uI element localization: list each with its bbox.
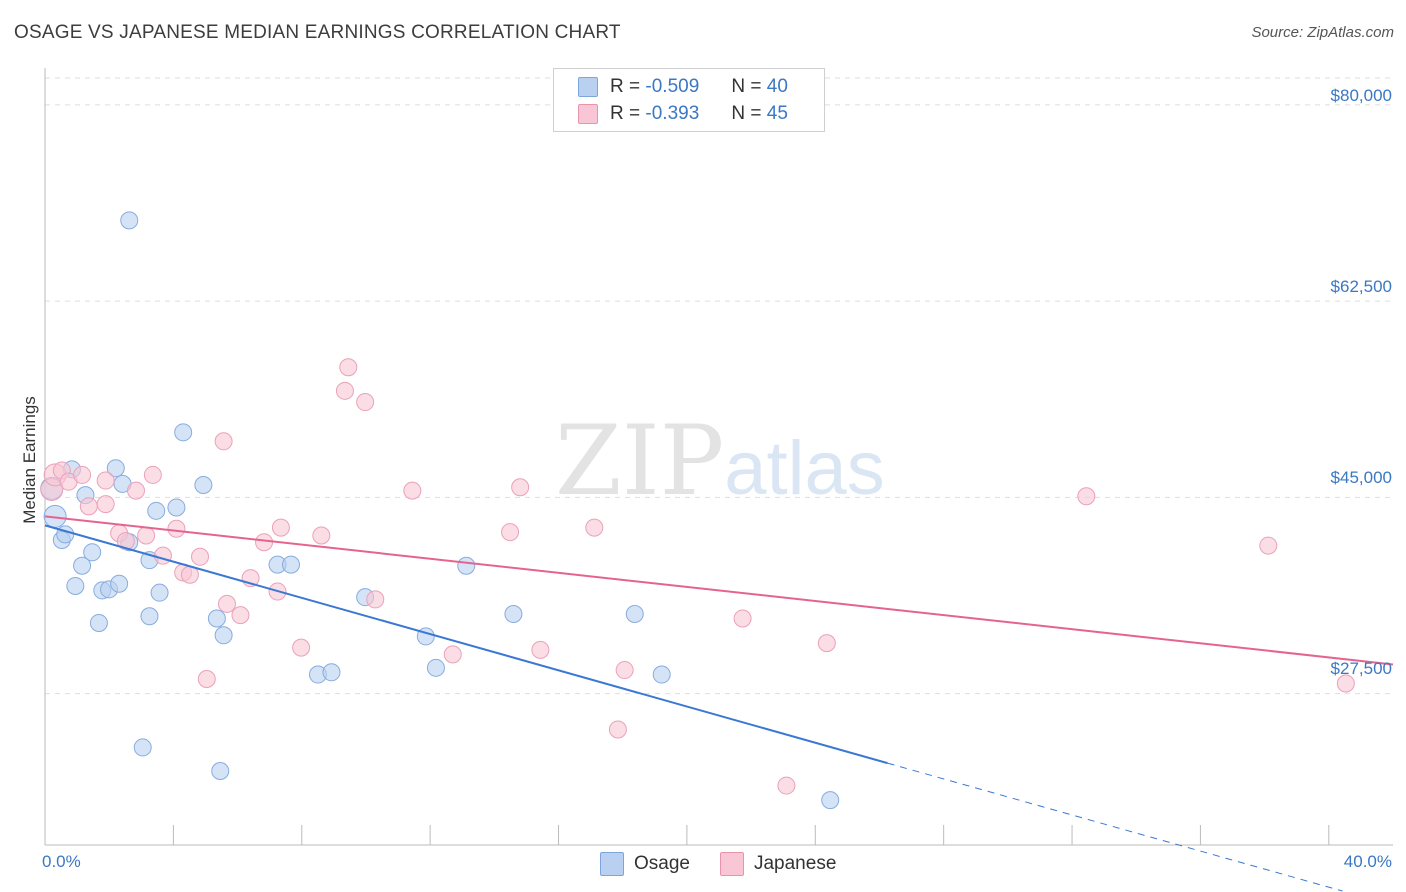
n-label: N = [731, 103, 762, 124]
japanese-point [531, 640, 550, 659]
osage-point [821, 791, 840, 810]
japanese-point [443, 645, 462, 664]
japanese-point [96, 471, 115, 490]
japanese-point [777, 776, 796, 795]
japanese-point [255, 533, 274, 552]
stats-legend: R = -0.509 N = 40 R = -0.393 N = 45 [553, 68, 825, 132]
legend-label: Japanese [753, 853, 837, 874]
japanese-point [197, 670, 216, 689]
japanese-point [214, 432, 233, 451]
y-tick-label: $62,500 [1330, 277, 1392, 296]
watermark-zip: ZIP [555, 405, 725, 517]
japanese-point [817, 634, 836, 653]
x-axis-max-label: 40.0% [1343, 852, 1392, 871]
osage-point [652, 665, 671, 684]
osage-point [625, 604, 644, 623]
r-label: R = [610, 103, 641, 124]
osage-point [106, 459, 125, 478]
osage-point [150, 583, 169, 602]
japanese-point [356, 393, 375, 412]
r-value: -0.509 [645, 76, 700, 97]
japanese-point [191, 547, 210, 566]
osage-point [66, 576, 85, 595]
osage-point [426, 658, 445, 677]
y-tick-label: $80,000 [1330, 86, 1392, 105]
osage-point [167, 498, 186, 517]
r-label: R = [610, 76, 641, 97]
japanese-point [1259, 536, 1278, 555]
japanese-point [116, 532, 135, 551]
chart-title: OSAGE VS JAPANESE MEDIAN EARNINGS CORREL… [14, 22, 621, 43]
osage-point [282, 555, 301, 574]
watermark: ZIPatlas [555, 405, 885, 517]
japanese-point [1336, 674, 1355, 693]
japanese-point [335, 381, 354, 400]
osage-point [133, 738, 152, 757]
japanese-point [137, 526, 156, 545]
stats-row-japanese: R = -0.393 N = 45 [578, 102, 788, 126]
japanese-point [167, 519, 186, 538]
osage-point [194, 476, 213, 495]
osage-swatch [600, 852, 624, 876]
japanese-point [73, 465, 92, 484]
legend-label: Osage [634, 853, 690, 874]
osage-trend-line [44, 524, 888, 765]
y-axis-label: Median Earnings [20, 396, 39, 524]
osage-point [73, 556, 92, 575]
japanese-point [1077, 487, 1096, 506]
osage-point [120, 211, 139, 230]
n-value: 40 [766, 76, 788, 97]
n-label: N = [731, 76, 762, 97]
watermark-atlas: atlas [724, 426, 885, 511]
x-axis-min-label: 0.0% [42, 852, 81, 871]
japanese-point [403, 481, 422, 500]
osage-point [110, 574, 129, 593]
japanese-point [96, 495, 115, 514]
japanese-point [292, 638, 311, 657]
japanese-swatch [578, 104, 598, 124]
osage-point [147, 501, 166, 520]
japanese-point [366, 590, 385, 609]
japanese-point [231, 606, 250, 625]
osage-point [504, 604, 523, 623]
japanese-point [615, 661, 634, 680]
japanese-point [501, 523, 520, 542]
japanese-point [143, 465, 162, 484]
japanese-point [585, 518, 604, 537]
legend-item-osage[interactable]: Osage [600, 852, 690, 876]
osage-point [457, 556, 476, 575]
japanese-point [79, 497, 98, 516]
osage-point [322, 663, 341, 682]
osage-point [83, 543, 102, 562]
y-tick-label: $27,500 [1330, 659, 1392, 678]
osage-swatch [578, 77, 598, 97]
osage-point [89, 613, 108, 632]
japanese-point [608, 720, 627, 739]
osage-point [207, 609, 226, 628]
series-legend: Osage Japanese [600, 852, 866, 876]
r-value: -0.393 [645, 103, 700, 124]
stats-row-osage: R = -0.509 N = 40 [578, 75, 788, 99]
osage-point [211, 761, 230, 780]
japanese-point [312, 526, 331, 545]
japanese-point [153, 546, 172, 565]
osage-point [174, 423, 193, 442]
n-value: 45 [766, 103, 788, 124]
japanese-point [511, 478, 530, 497]
japanese-point [733, 609, 752, 628]
japanese-point [217, 594, 236, 613]
osage-point [214, 626, 233, 645]
japanese-point [339, 358, 358, 377]
japanese-point [126, 481, 145, 500]
japanese-trend-line [44, 515, 1394, 666]
y-tick-label: $45,000 [1330, 468, 1392, 487]
japanese-swatch [719, 852, 744, 876]
osage-trend-extension [887, 762, 1343, 892]
legend-item-japanese[interactable]: Japanese [719, 852, 837, 876]
osage-point [140, 607, 159, 626]
source-label: Source: ZipAtlas.com [1251, 24, 1394, 41]
japanese-point [271, 518, 290, 537]
